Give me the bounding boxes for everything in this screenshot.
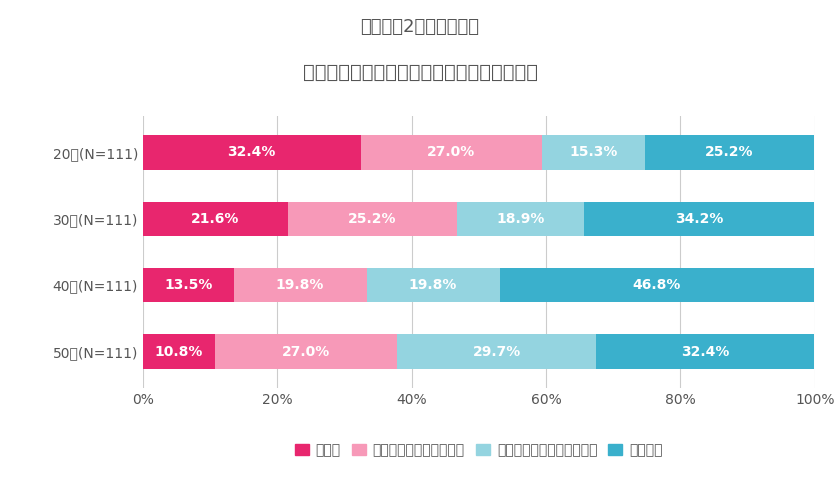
Bar <box>645 135 814 170</box>
Text: 10.8%: 10.8% <box>155 345 203 358</box>
Bar <box>288 202 457 236</box>
Text: バレンタインデーに義理チョコを求める割合: バレンタインデーに義理チョコを求める割合 <box>302 63 538 82</box>
Bar <box>143 268 234 302</box>
Bar <box>542 135 645 170</box>
Bar <box>215 334 396 369</box>
Text: 》グラフ2》（年代別）: 》グラフ2》（年代別） <box>360 18 480 36</box>
Text: 29.7%: 29.7% <box>472 345 521 358</box>
Text: 25.2%: 25.2% <box>706 146 753 159</box>
Legend: 欲しい, どちらかというと欲しい, どちらかというと要らない, 要らない: 欲しい, どちらかというと欲しい, どちらかというと要らない, 要らない <box>289 437 669 463</box>
Text: 19.8%: 19.8% <box>409 278 457 292</box>
Bar <box>396 334 596 369</box>
Text: 13.5%: 13.5% <box>164 278 213 292</box>
Text: 15.3%: 15.3% <box>570 146 617 159</box>
Bar <box>596 334 814 369</box>
Text: 32.4%: 32.4% <box>228 146 276 159</box>
Text: 34.2%: 34.2% <box>675 212 723 226</box>
Bar <box>366 268 500 302</box>
Text: 25.2%: 25.2% <box>349 212 396 226</box>
Bar <box>500 268 814 302</box>
Bar <box>143 334 215 369</box>
Bar <box>143 202 288 236</box>
Text: 19.8%: 19.8% <box>276 278 324 292</box>
Bar <box>360 135 542 170</box>
Text: 18.9%: 18.9% <box>496 212 545 226</box>
Bar <box>585 202 814 236</box>
Bar <box>457 202 585 236</box>
Text: 27.0%: 27.0% <box>282 345 330 358</box>
Bar <box>234 268 366 302</box>
Text: 32.4%: 32.4% <box>681 345 729 358</box>
Text: 27.0%: 27.0% <box>427 146 475 159</box>
Text: 46.8%: 46.8% <box>633 278 681 292</box>
Text: 21.6%: 21.6% <box>192 212 239 226</box>
Bar <box>143 135 360 170</box>
